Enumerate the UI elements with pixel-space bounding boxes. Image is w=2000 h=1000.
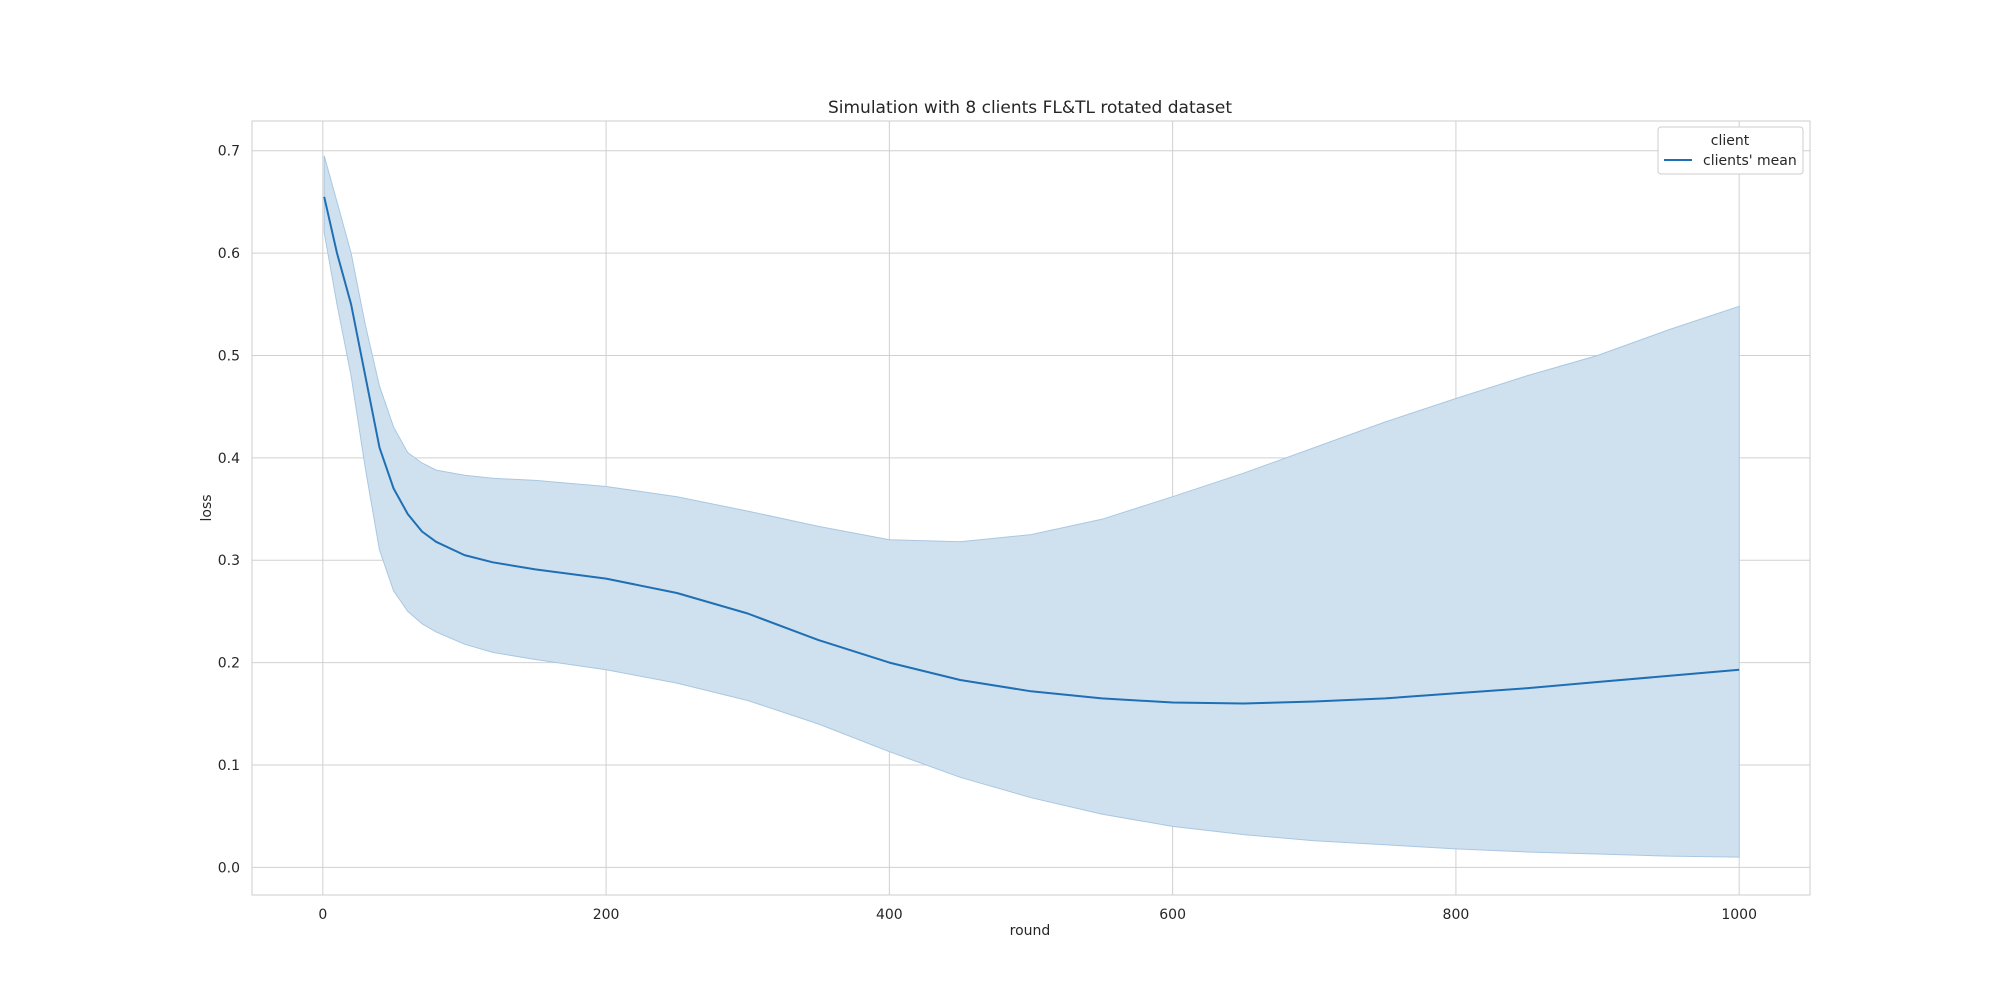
plot-frame: [251, 120, 1811, 896]
y-tick-label: 0.0: [218, 860, 240, 876]
y-tick-label: 0.2: [218, 656, 240, 672]
y-tick-label: 0.4: [218, 451, 240, 467]
x-tick-label: 200: [593, 907, 620, 923]
legend: client clients' mean: [1657, 126, 1804, 175]
y-axis-ticks: 0.0 0.1 0.2 0.3 0.4 0.5 0.6 0.7: [218, 144, 240, 877]
legend-title: client: [1711, 133, 1750, 149]
x-axis-ticks: 0 200 400 600 800 1000: [318, 907, 1757, 923]
series-band-clients-mean: [323, 155, 1740, 858]
plot-area: [251, 120, 1811, 896]
x-tick-label: 1000: [1721, 907, 1757, 923]
legend-entry-clients-mean: clients' mean: [1703, 153, 1797, 169]
y-tick-label: 0.7: [218, 144, 240, 160]
series-line-clients-mean: [323, 196, 1740, 705]
y-tick-label: 0.1: [218, 758, 240, 774]
x-tick-label: 800: [1443, 907, 1470, 923]
x-tick-label: 600: [1159, 907, 1186, 923]
chart-title: Simulation with 8 clients FL&TL rotated …: [828, 98, 1232, 118]
y-tick-label: 0.5: [218, 348, 240, 364]
legend-box: [1657, 126, 1804, 175]
x-axis-label: round: [1010, 923, 1051, 939]
y-tick-label: 0.3: [218, 553, 240, 569]
y-axis-label: loss: [199, 494, 215, 521]
x-tick-label: 0: [318, 907, 327, 923]
x-tick-label: 400: [876, 907, 903, 923]
y-tick-label: 0.6: [218, 246, 240, 262]
